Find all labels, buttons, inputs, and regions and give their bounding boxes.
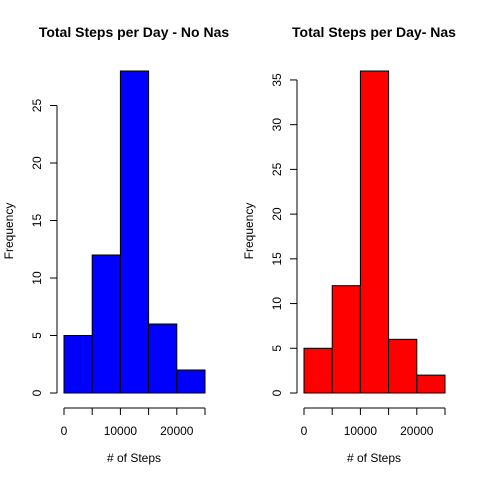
- y-tick-label: 5: [270, 345, 284, 352]
- histogram-bar: [176, 369, 206, 394]
- histogram-bar: [416, 374, 446, 394]
- histogram-bar: [148, 323, 178, 394]
- x-axis: 0 10000 20000: [61, 407, 206, 438]
- y-axis: 0 5 10 15 20 25 30 35: [270, 73, 298, 396]
- histogram-bar: [388, 338, 418, 394]
- y-tick-label: 25: [270, 162, 284, 176]
- y-tick-label: 30: [270, 118, 284, 132]
- histogram-bar: [63, 335, 93, 394]
- y-axis-label: Frequency: [2, 203, 16, 260]
- y-tick-label: 0: [30, 389, 44, 396]
- x-tick-label: 0: [61, 424, 68, 438]
- x-tick-label: 10000: [344, 424, 378, 438]
- y-tick-label: 0: [270, 389, 284, 396]
- histogram-panel-no-nas: Total Steps per Day - No Nas # of Steps …: [2, 24, 229, 465]
- x-axis: 0 10000 20000: [301, 407, 446, 438]
- histogram-bar: [303, 347, 333, 394]
- chart-title: Total Steps per Day - No Nas: [39, 24, 230, 40]
- histogram-bar: [331, 285, 361, 394]
- y-axis: 0 5 10 15 20 25: [30, 99, 58, 396]
- y-tick-label: 10: [270, 297, 284, 311]
- x-tick-label: 20000: [160, 424, 194, 438]
- x-tick-label: 0: [301, 424, 308, 438]
- x-tick-label: 10000: [104, 424, 138, 438]
- histogram-bar: [119, 70, 150, 394]
- y-tick-label: 25: [30, 99, 44, 113]
- histogram-bar: [91, 254, 121, 394]
- y-tick-label: 15: [30, 214, 44, 228]
- histogram-bar: [359, 70, 390, 394]
- x-axis-label: # of Steps: [107, 451, 161, 465]
- y-tick-label: 10: [30, 271, 44, 285]
- y-axis-label: Frequency: [242, 203, 256, 260]
- y-tick-label: 20: [270, 207, 284, 221]
- bar-group: [63, 70, 206, 394]
- x-axis-label: # of Steps: [347, 451, 401, 465]
- y-tick-label: 15: [270, 252, 284, 266]
- histogram-panel-nas: Total Steps per Day- Nas # of Steps Freq…: [242, 24, 456, 465]
- y-tick-label: 5: [30, 332, 44, 339]
- bar-group: [303, 70, 446, 394]
- x-tick-label: 20000: [400, 424, 434, 438]
- y-tick-label: 20: [30, 156, 44, 170]
- y-tick-label: 35: [270, 73, 284, 87]
- chart-title: Total Steps per Day- Nas: [292, 24, 456, 40]
